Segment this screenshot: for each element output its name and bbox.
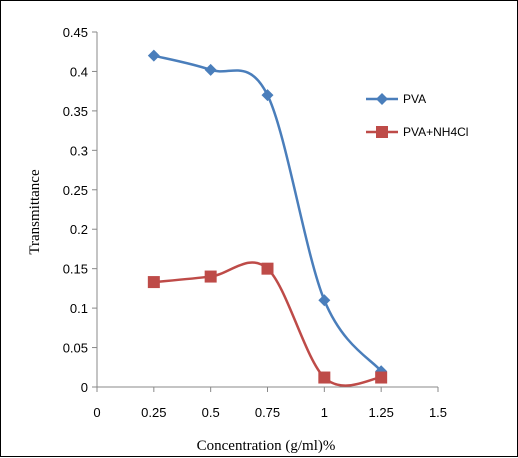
y-tick-label: 0.15 xyxy=(63,262,88,277)
y-tick-label: 0.4 xyxy=(70,64,88,79)
x-tick-label: 1.5 xyxy=(429,405,447,420)
y-tick-label: 0.35 xyxy=(63,104,88,119)
y-tick-label: 0.2 xyxy=(70,222,88,237)
data-point-series-1 xyxy=(261,89,274,102)
y-tick-label: 0.1 xyxy=(70,301,88,316)
y-axis-title: Transmittance xyxy=(27,169,43,255)
series-lines xyxy=(153,54,383,387)
y-tick-label: 0.45 xyxy=(63,25,88,40)
x-tick-label: 1.25 xyxy=(369,405,394,420)
x-axis-title: Concentration (g/ml)% xyxy=(197,438,336,454)
axes xyxy=(92,31,439,392)
x-tick-label: 0.5 xyxy=(202,405,220,420)
data-point-series-1 xyxy=(147,49,160,62)
series-line-1 xyxy=(153,54,383,373)
y-tick-label: 0.3 xyxy=(70,143,88,158)
data-point-series-2 xyxy=(375,371,388,384)
legend: PVA PVA+NH4Cl xyxy=(366,92,468,139)
data-point-series-2 xyxy=(204,270,217,283)
x-tick-label: 1 xyxy=(321,405,328,420)
y-tick-label: 0.25 xyxy=(63,183,88,198)
legend-marker-2 xyxy=(376,126,388,138)
y-tick-label: 0 xyxy=(81,380,88,395)
data-point-series-2 xyxy=(261,262,274,275)
x-tick-label: 0.25 xyxy=(141,405,166,420)
data-point-series-2 xyxy=(147,276,160,289)
series-markers xyxy=(147,49,388,384)
data-point-series-1 xyxy=(318,294,331,307)
data-point-series-1 xyxy=(204,63,217,76)
y-tick-label: 0.05 xyxy=(63,341,88,356)
legend-marker-1 xyxy=(376,93,388,105)
legend-label-1: PVA xyxy=(403,92,426,106)
legend-label-2: PVA+NH4Cl xyxy=(403,125,468,139)
x-tick-label: 0 xyxy=(93,405,100,420)
tick-labels: 0 0.05 0.1 0.15 0.2 0.25 0.3 0.35 0.4 0.45 0 0.25 0.… xyxy=(63,25,447,420)
x-tick-label: 0.75 xyxy=(255,405,280,420)
data-point-series-2 xyxy=(318,371,331,384)
series-line-2 xyxy=(153,261,382,387)
